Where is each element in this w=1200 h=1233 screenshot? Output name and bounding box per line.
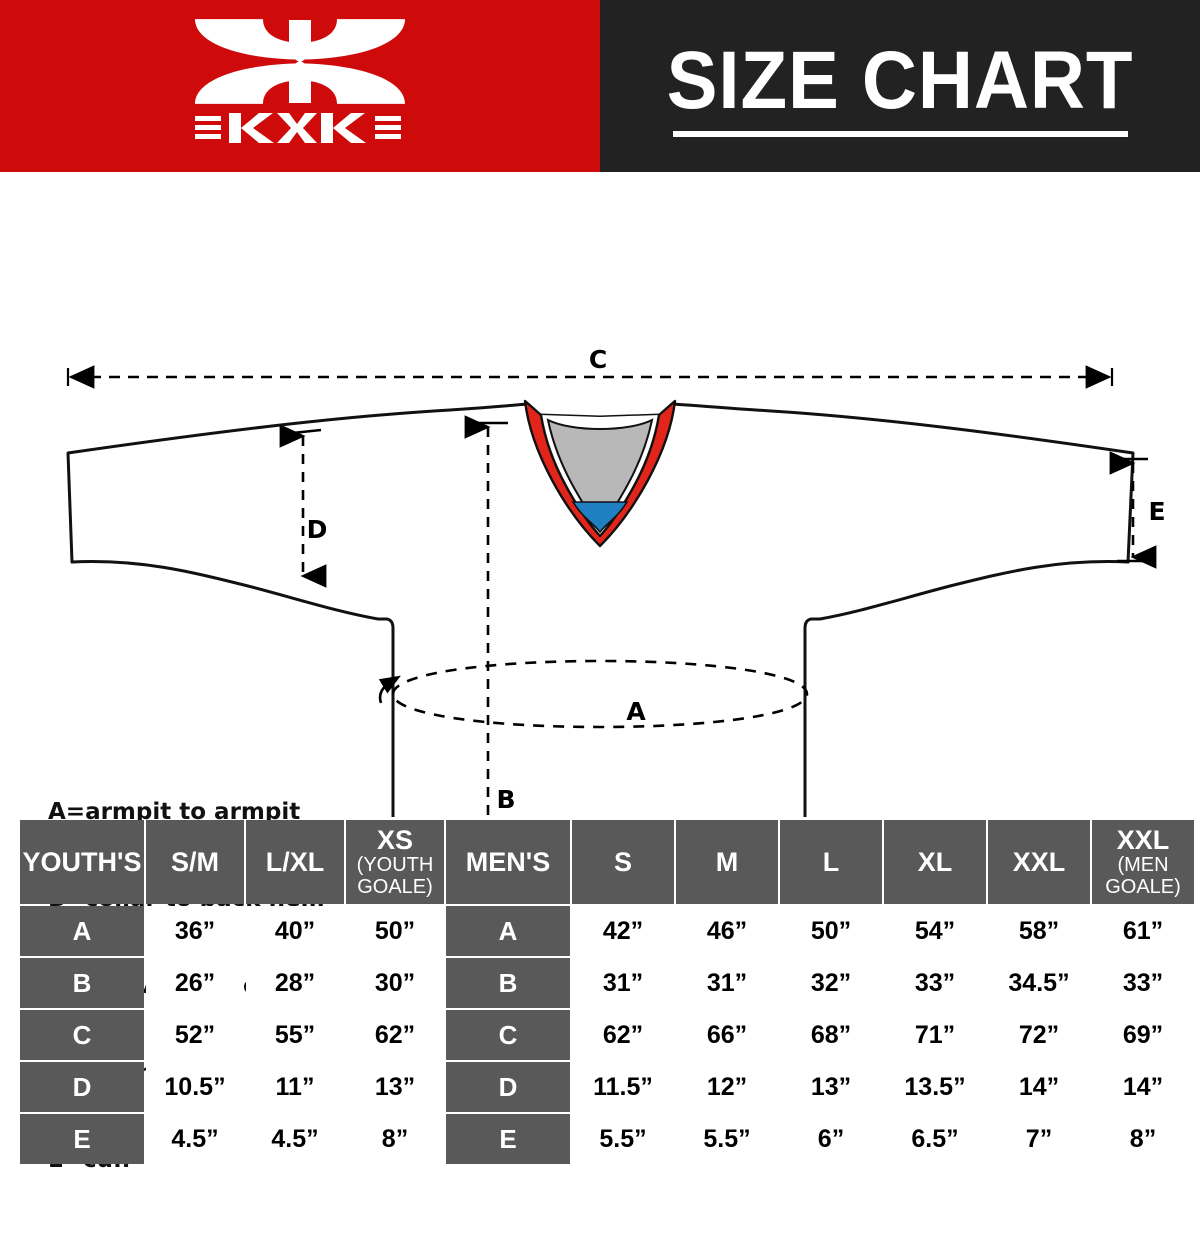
cell-mens-d-m: 12” [676,1062,778,1112]
cell-mens-d-xl: 13.5” [884,1062,986,1112]
header-mens-xxl: XXL [988,820,1090,904]
header-youth-sm: S/M [146,820,244,904]
cell-mens-b-xl: 33” [884,958,986,1008]
cell-youth-b-sm: 26” [146,958,244,1008]
header-mens-xxl-goalie: XXL (MEN GOALE) [1092,820,1194,904]
row-label-mens-d: D [446,1062,570,1112]
dimension-e [1109,451,1157,569]
title-underline [672,131,1128,137]
dimension-a [378,659,809,729]
cell-youth-d-xs: 13” [346,1062,444,1112]
size-table: YOUTH'S S/M L/XL XS (YOUTH GOALE) MEN'S … [18,818,1196,1166]
cell-mens-e-s: 5.5” [572,1114,674,1164]
cell-youth-c-lxl: 55” [246,1010,344,1060]
cell-mens-c-xl: 71” [884,1010,986,1060]
svg-text:B: B [496,785,515,814]
header-youths: YOUTH'S [20,820,144,904]
cell-youth-e-lxl: 4.5” [246,1114,344,1164]
header-mens: MEN'S [446,820,570,904]
row-label-youth-b: B [20,958,144,1008]
dimension-b [464,415,512,817]
cell-mens-a-xxlg: 61” [1092,906,1194,956]
kxk-logo-icon [195,19,405,143]
row-label-youth-c: C [20,1010,144,1060]
cell-mens-a-xl: 54” [884,906,986,956]
table-row: B 26” 28” 30” B 31” 31” 32” 33” 34.5” 33… [20,958,1194,1008]
svg-text:A: A [626,697,646,726]
cell-youth-d-lxl: 11” [246,1062,344,1112]
jersey-outline [66,402,1135,817]
collar-accent [571,501,629,534]
header-youth-lxl: L/XL [246,820,344,904]
header-youth-xs-goalie: XS (YOUTH GOALE) [346,820,444,904]
row-label-youth-a: A [20,906,144,956]
cell-mens-e-l: 6” [780,1114,882,1164]
table-row: E 4.5” 4.5” 8” E 5.5” 5.5” 6” 6.5” 7” 8” [20,1114,1194,1164]
cell-mens-c-m: 66” [676,1010,778,1060]
cell-youth-d-sm: 10.5” [146,1062,244,1112]
dimension-c [66,365,1114,389]
cell-youth-a-sm: 36” [146,906,244,956]
cell-mens-b-s: 31” [572,958,674,1008]
cell-youth-e-sm: 4.5” [146,1114,244,1164]
row-label-mens-c: C [446,1010,570,1060]
collar-inner [546,418,654,530]
cell-mens-a-s: 42” [572,906,674,956]
dimension-d [279,424,327,588]
cell-mens-c-xxl: 72” [988,1010,1090,1060]
jersey-diagram: C D B E [0,172,1200,1173]
page-title: SIZE CHART [666,35,1134,126]
table-row: D 10.5” 11” 13” D 11.5” 12” 13” 13.5” 14… [20,1062,1194,1112]
title-panel: SIZE CHART [600,0,1200,172]
row-label-mens-a: A [446,906,570,956]
cell-youth-c-xs: 62” [346,1010,444,1060]
cell-youth-a-lxl: 40” [246,906,344,956]
cell-mens-d-l: 13” [780,1062,882,1112]
cell-youth-b-xs: 30” [346,958,444,1008]
header-mens-l: L [780,820,882,904]
row-label-mens-e: E [446,1114,570,1164]
header-mens-s: S [572,820,674,904]
cell-youth-c-sm: 52” [146,1010,244,1060]
cell-mens-c-s: 62” [572,1010,674,1060]
cell-mens-c-xxlg: 69” [1092,1010,1194,1060]
cell-mens-e-xxlg: 8” [1092,1114,1194,1164]
cell-youth-a-xs: 50” [346,906,444,956]
cell-mens-b-xxl: 34.5” [988,958,1090,1008]
cell-youth-e-xs: 8” [346,1114,444,1164]
size-table-container: YOUTH'S S/M L/XL XS (YOUTH GOALE) MEN'S … [18,818,1194,1166]
table-header-row: YOUTH'S S/M L/XL XS (YOUTH GOALE) MEN'S … [20,820,1194,904]
cell-mens-b-xxlg: 33” [1092,958,1194,1008]
cell-mens-e-xl: 6.5” [884,1114,986,1164]
table-row: C 52” 55” 62” C 62” 66” 68” 71” 72” 69” [20,1010,1194,1060]
cell-mens-b-m: 31” [676,958,778,1008]
cell-mens-d-xxlg: 14” [1092,1062,1194,1112]
cell-mens-a-m: 46” [676,906,778,956]
cell-mens-b-l: 32” [780,958,882,1008]
cell-youth-b-lxl: 28” [246,958,344,1008]
cell-mens-c-l: 68” [780,1010,882,1060]
page-header: SIZE CHART [0,0,1200,172]
svg-text:C: C [589,345,607,374]
cell-mens-e-m: 5.5” [676,1114,778,1164]
svg-text:D: D [307,515,328,544]
cell-mens-d-s: 11.5” [572,1062,674,1112]
row-label-youth-e: E [20,1114,144,1164]
svg-text:E: E [1148,497,1165,526]
brand-panel [0,0,600,172]
header-mens-xl: XL [884,820,986,904]
cell-mens-a-l: 50” [780,906,882,956]
cell-mens-a-xxl: 58” [988,906,1090,956]
cell-mens-d-xxl: 14” [988,1062,1090,1112]
header-mens-m: M [676,820,778,904]
table-row: A 36” 40” 50” A 42” 46” 50” 54” 58” 61” [20,906,1194,956]
cell-mens-e-xxl: 7” [988,1114,1090,1164]
row-label-mens-b: B [446,958,570,1008]
row-label-youth-d: D [20,1062,144,1112]
jersey-technical-drawing: C D B E [66,345,1166,817]
